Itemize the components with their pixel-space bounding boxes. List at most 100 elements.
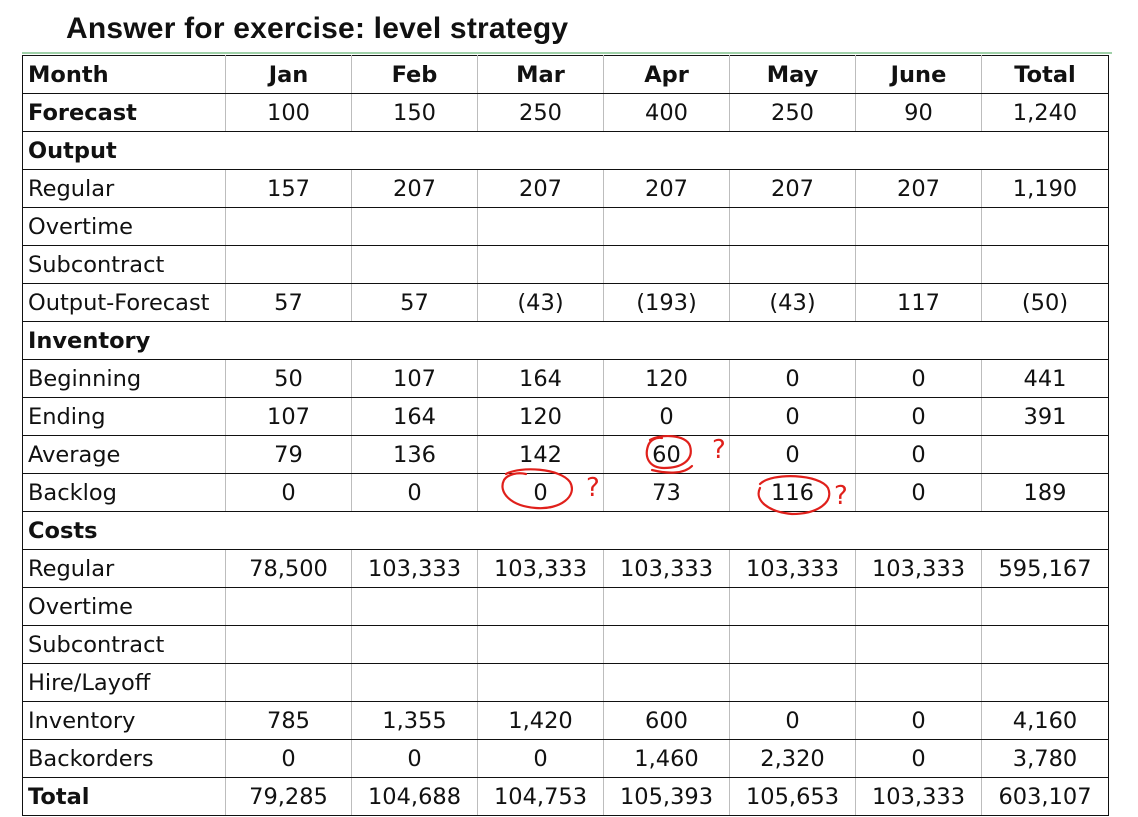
cell-feb: 136: [351, 435, 478, 474]
cell-may: 207: [729, 169, 856, 208]
cell-may: 250: [729, 93, 856, 132]
cell-mar: 104,753: [477, 777, 604, 816]
cell-feb: 164: [351, 397, 478, 436]
title-underline: [22, 52, 1112, 54]
row-label: Ending: [22, 397, 226, 436]
cell-may: [729, 587, 856, 626]
header-month: Month: [22, 55, 226, 94]
cell-feb: 0: [351, 473, 478, 512]
row-label: Subcontract: [22, 625, 226, 664]
cell-feb: 107: [351, 359, 478, 398]
cell-june: 0: [855, 473, 982, 512]
question-mark-may: ?: [834, 481, 848, 511]
question-mark-apr: ?: [712, 435, 726, 465]
cell-feb: 0: [351, 739, 478, 778]
cell-apr: 103,333: [603, 549, 730, 588]
cell-june: 0: [855, 397, 982, 436]
cell-mar: (43): [477, 283, 604, 322]
cell-may: [729, 663, 856, 702]
cell-feb: 1,355: [351, 701, 478, 740]
cell-june: 90: [855, 93, 982, 132]
header-feb: Feb: [351, 55, 478, 94]
cell-jan: 79,285: [225, 777, 352, 816]
circle-may-backlog: [757, 475, 831, 516]
cell-apr: 400: [603, 93, 730, 132]
cell-apr: 73: [603, 473, 730, 512]
cell-june: 0: [855, 359, 982, 398]
section-label: Inventory: [22, 321, 1109, 360]
cell-may: 0: [729, 435, 856, 474]
cell-june: [855, 587, 982, 626]
cell-mar: [477, 587, 604, 626]
cell-total: 603,107: [981, 777, 1109, 816]
header-row: Month Jan Feb Mar Apr May June Total: [22, 55, 1109, 94]
cell-mar: [477, 245, 604, 284]
cell-feb: 150: [351, 93, 478, 132]
cell-june: [855, 207, 982, 246]
cost-subcontract-row: Subcontract: [22, 625, 1109, 664]
cell-mar: 207: [477, 169, 604, 208]
cell-apr: 105,393: [603, 777, 730, 816]
section-inventory: Inventory: [22, 321, 1109, 360]
level-strategy-table: Month Jan Feb Mar Apr May June Total Forecast 100…: [22, 55, 1109, 816]
page-title: Answer for exercise: level strategy: [66, 12, 569, 45]
cell-mar: 250: [477, 93, 604, 132]
inventory-backlog-row: Backlog 0 0 0 73 116 0 189: [22, 473, 1109, 512]
header-total: Total: [981, 55, 1109, 94]
cell-apr: (193): [603, 283, 730, 322]
cell-june: [855, 625, 982, 664]
cell-jan: 157: [225, 169, 352, 208]
cell-mar: [477, 207, 604, 246]
cell-june: 117: [855, 283, 982, 322]
row-label: Subcontract: [22, 245, 226, 284]
cell-jan: 79: [225, 435, 352, 474]
cell-june: 103,333: [855, 549, 982, 588]
row-label: Regular: [22, 169, 226, 208]
row-label: Forecast: [22, 93, 226, 132]
cell-apr: [603, 207, 730, 246]
forecast-row: Forecast 100 150 250 400 250 90 1,240: [22, 93, 1109, 132]
cell-feb: [351, 207, 478, 246]
row-label: Total: [22, 777, 226, 816]
cell-total: 1,240: [981, 93, 1109, 132]
underline-apr-average: [650, 464, 694, 474]
total-row: Total 79,285 104,688 104,753 105,393 105,653 1…: [22, 777, 1109, 816]
cost-backorders-row: Backorders 0 0 0 1,460 2,320 0 3,780: [22, 739, 1109, 778]
row-label: Hire/Layoff: [22, 663, 226, 702]
cell-jan: 50: [225, 359, 352, 398]
cell-apr: [603, 587, 730, 626]
cell-feb: 104,688: [351, 777, 478, 816]
cell-june: 207: [855, 169, 982, 208]
cell-mar: 0: [477, 473, 604, 512]
inventory-average-row: Average 79 136 142 60 0 0: [22, 435, 1109, 474]
cell-feb: [351, 245, 478, 284]
question-mark-mar: ?: [586, 473, 600, 503]
section-costs: Costs: [22, 511, 1109, 550]
cell-total: 1,190: [981, 169, 1109, 208]
cost-overtime-row: Overtime: [22, 587, 1109, 626]
output-subcontract-row: Subcontract: [22, 245, 1109, 284]
row-label: Backlog: [22, 473, 226, 512]
cell-total: [981, 245, 1109, 284]
section-label: Costs: [22, 511, 1109, 550]
cell-apr: 120: [603, 359, 730, 398]
cell-total: 3,780: [981, 739, 1109, 778]
cell-jan: 78,500: [225, 549, 352, 588]
row-label: Output-Forecast: [22, 283, 226, 322]
cell-mar: 1,420: [477, 701, 604, 740]
output-regular-row: Regular 157 207 207 207 207 207 1,190: [22, 169, 1109, 208]
cell-may: [729, 207, 856, 246]
cost-regular-row: Regular 78,500 103,333 103,333 103,333 103,33…: [22, 549, 1109, 588]
cell-jan: [225, 207, 352, 246]
cell-june: 0: [855, 435, 982, 474]
cell-mar: 142: [477, 435, 604, 474]
cell-june: 103,333: [855, 777, 982, 816]
cell-may: 105,653: [729, 777, 856, 816]
cell-jan: 785: [225, 701, 352, 740]
cell-total: 4,160: [981, 701, 1109, 740]
cell-may: 0: [729, 701, 856, 740]
cell-total: (50): [981, 283, 1109, 322]
cell-apr: [603, 245, 730, 284]
cost-inventory-row: Inventory 785 1,355 1,420 600 0 0 4,160: [22, 701, 1109, 740]
